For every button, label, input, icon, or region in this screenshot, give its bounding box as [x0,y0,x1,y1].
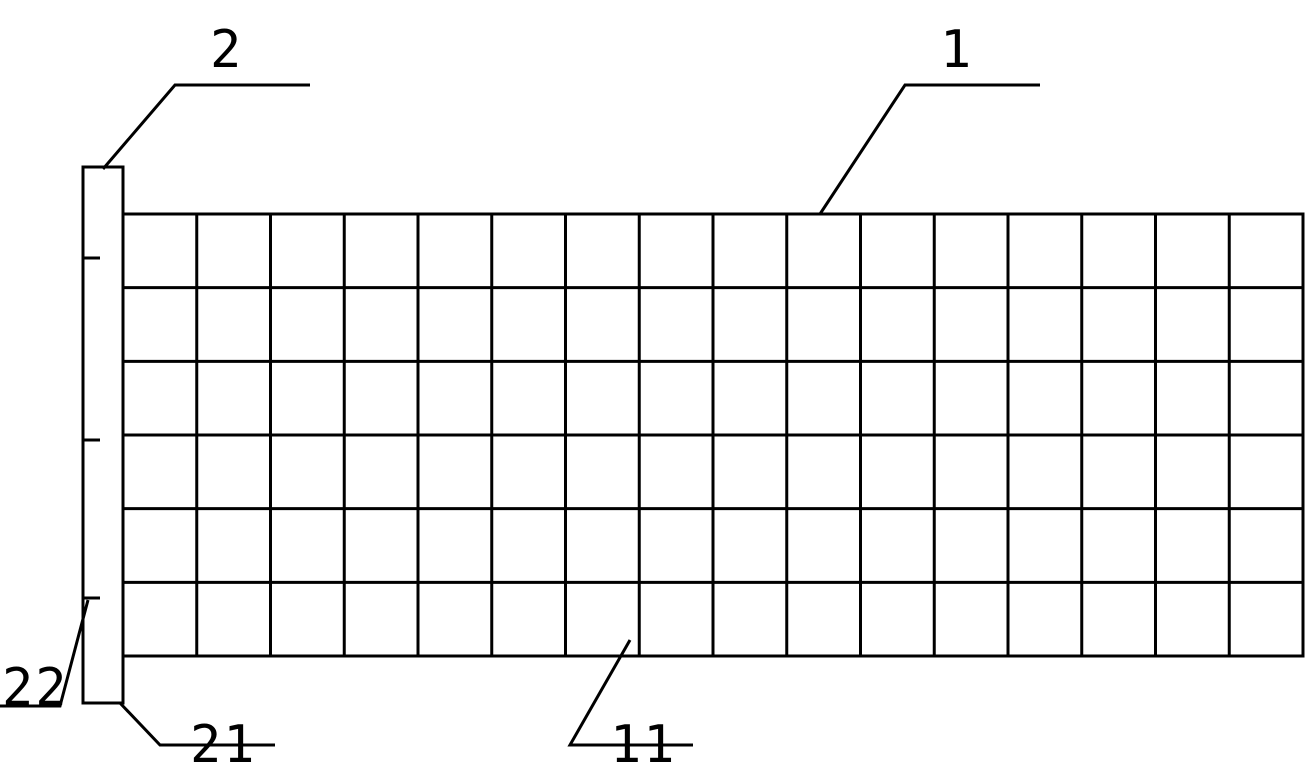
leader-line-1 [820,85,1040,214]
label-1: 1 [940,20,973,80]
tick-marks [83,258,100,598]
technical-diagram: 1 2 11 21 22 [0,0,1307,776]
label-22: 22 [2,658,69,718]
leader-line-2 [103,85,310,169]
leader-lines [0,85,1040,745]
label-21: 21 [190,715,257,775]
label-11: 11 [610,715,677,775]
vertical-bar [83,167,123,703]
diagram-svg [0,0,1307,776]
label-2: 2 [210,20,243,80]
